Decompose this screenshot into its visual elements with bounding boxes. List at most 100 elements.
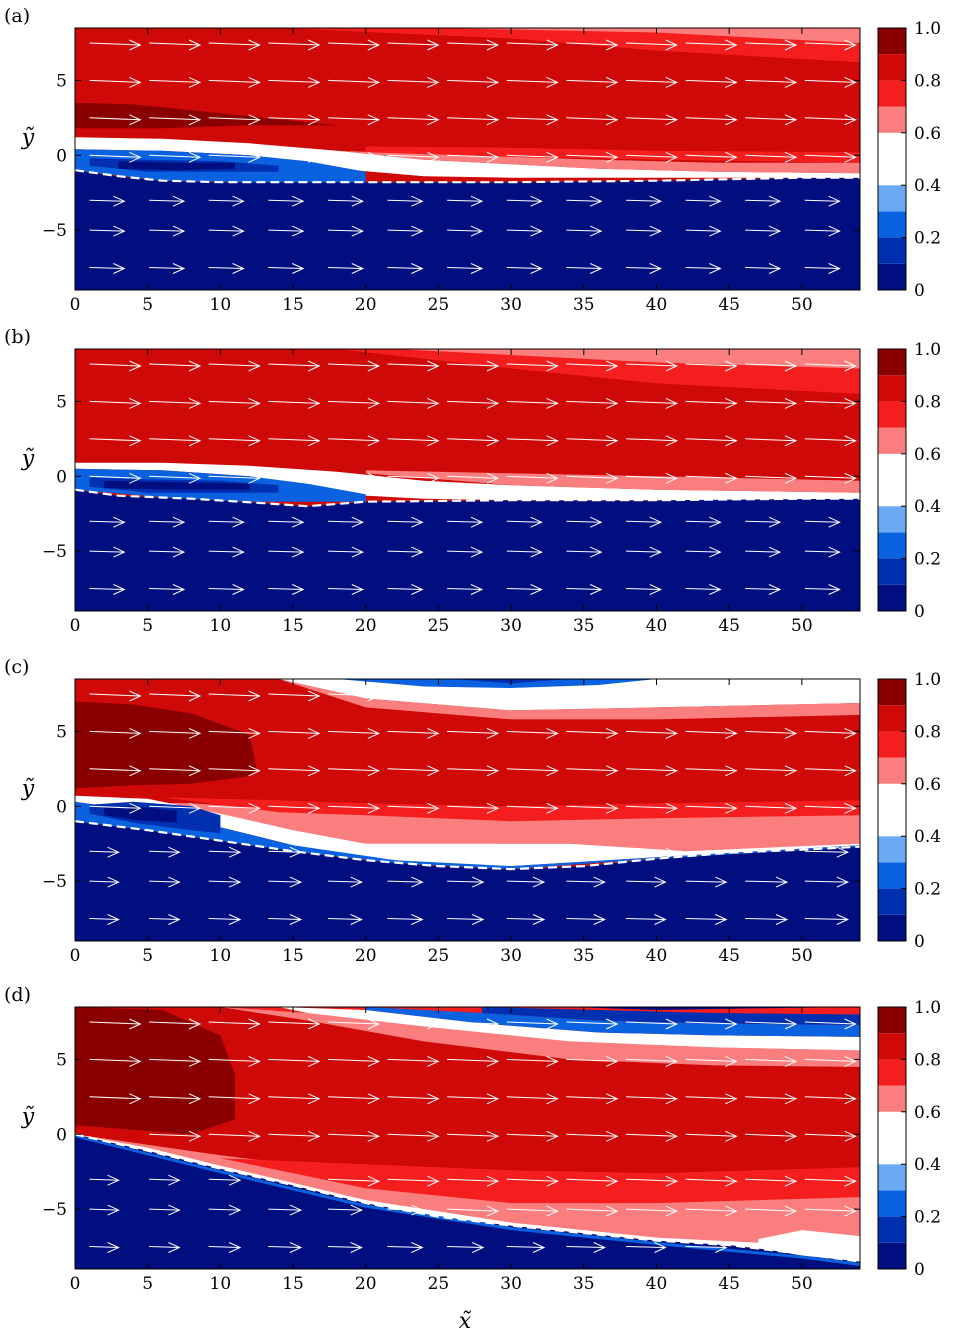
x-tick-label: 10 [210, 946, 232, 966]
velocity-arrow [685, 1096, 737, 1100]
velocity-arrowhead [228, 1242, 242, 1253]
velocity-arrowhead [350, 1242, 363, 1253]
velocity-arrowhead [367, 360, 381, 372]
velocity-arrowhead [844, 114, 857, 126]
velocity-arrow [745, 363, 797, 367]
contour-band [278, 679, 860, 711]
velocity-arrow [387, 918, 423, 920]
velocity-arrow [268, 880, 301, 883]
velocity-arrow [208, 550, 244, 553]
velocity-arrowhead [228, 1174, 242, 1186]
velocity-arrowhead [649, 263, 663, 274]
velocity-arrow [566, 475, 618, 479]
velocity-arrow [745, 1096, 797, 1100]
velocity-arrow [804, 1178, 856, 1182]
velocity-arrowhead [172, 195, 186, 207]
velocity-arrow [804, 918, 848, 920]
velocity-arrowhead [470, 225, 484, 237]
velocity-arrow [149, 918, 180, 920]
velocity-arrowhead [725, 76, 738, 88]
velocity-arrow [208, 805, 260, 809]
velocity-arrow [447, 199, 483, 202]
velocity-arrow [387, 1133, 439, 1137]
velocity-arrowhead [188, 727, 202, 739]
velocity-arrow [268, 400, 320, 404]
velocity-arrowhead [605, 76, 619, 88]
velocity-arrow [447, 438, 499, 442]
velocity-arrow [745, 117, 797, 121]
velocity-arrow [506, 1096, 558, 1100]
velocity-arrowhead [532, 914, 546, 925]
velocity-arrowhead [546, 727, 559, 739]
velocity-arrowhead [291, 195, 305, 207]
velocity-arrowhead [725, 1018, 738, 1030]
velocity-arrowhead [784, 1175, 798, 1187]
velocity-arrowhead [307, 1055, 321, 1067]
velocity-arrowhead [605, 1055, 619, 1067]
velocity-arrow [89, 520, 125, 523]
velocity-arrow [566, 199, 602, 202]
velocity-arrow [89, 400, 141, 404]
velocity-arrow [685, 805, 737, 809]
velocity-arrowhead [367, 76, 381, 88]
velocity-arrowhead [307, 114, 321, 126]
velocity-arrowhead [605, 472, 619, 484]
velocity-arrowhead [188, 397, 202, 409]
colorbar-tick-label: 0.6 [914, 445, 941, 465]
velocity-arrow [149, 117, 201, 121]
velocity-arrow [625, 1133, 677, 1137]
colorbar-segment [878, 1216, 906, 1243]
velocity-arrowhead [411, 516, 424, 528]
velocity-arrowhead [715, 1242, 728, 1253]
velocity-arrowhead [665, 360, 679, 372]
velocity-arrow [327, 117, 379, 121]
velocity-arrow [447, 1208, 499, 1212]
x-tick-label: 0 [70, 295, 81, 315]
velocity-arrowhead [665, 765, 679, 777]
colorbar-tick-label: 0.8 [914, 722, 941, 742]
velocity-arrowhead [665, 472, 679, 484]
velocity-arrow [506, 550, 542, 553]
velocity-arrowhead [129, 727, 142, 739]
velocity-arrow [685, 1058, 737, 1062]
velocity-arrowhead [427, 472, 440, 484]
velocity-arrowhead [605, 1130, 619, 1142]
velocity-arrowhead [248, 39, 261, 51]
panel-c: 0 5 10 15 20 25 30 35 40 45 5050−5ỹ(c)00.20.40.60.… [4, 656, 941, 966]
velocity-arrow [745, 805, 797, 809]
colorbar-tick-label: 0.4 [914, 176, 941, 196]
y-axis-label: ỹ [21, 776, 35, 801]
contour-band [569, 1007, 860, 1010]
velocity-arrow [804, 199, 840, 202]
velocity-arrowhead [470, 516, 484, 528]
velocity-arrowhead [248, 397, 261, 409]
velocity-arrow [208, 520, 244, 523]
velocity-arrow [566, 918, 605, 920]
velocity-vectors [89, 1018, 857, 1254]
velocity-arrowhead [129, 765, 142, 777]
velocity-arrowhead [768, 584, 782, 595]
velocity-arrow [745, 1208, 797, 1212]
velocity-arrowhead [188, 114, 202, 126]
x-tick-label: 5 [142, 295, 153, 315]
velocity-arrow [208, 1096, 260, 1100]
colorbar-segment [878, 1059, 906, 1086]
velocity-arrowhead [784, 1018, 798, 1030]
velocity-arrowhead [530, 225, 543, 237]
velocity-arrow [268, 475, 320, 479]
velocity-arrow [685, 1246, 727, 1248]
velocity-arrow [506, 730, 558, 734]
velocity-arrow [149, 1058, 201, 1062]
velocity-arrow [268, 267, 304, 269]
velocity-arrowhead [486, 360, 500, 372]
velocity-arrowhead [593, 1242, 606, 1253]
velocity-arrowhead [367, 690, 381, 702]
velocity-arrow [625, 805, 677, 809]
velocity-arrow [685, 520, 721, 523]
velocity-arrow [149, 1208, 180, 1211]
velocity-arrow [89, 475, 141, 479]
velocity-arrow [447, 550, 483, 553]
velocity-arrowhead [605, 1093, 619, 1105]
velocity-arrowhead [665, 727, 679, 739]
